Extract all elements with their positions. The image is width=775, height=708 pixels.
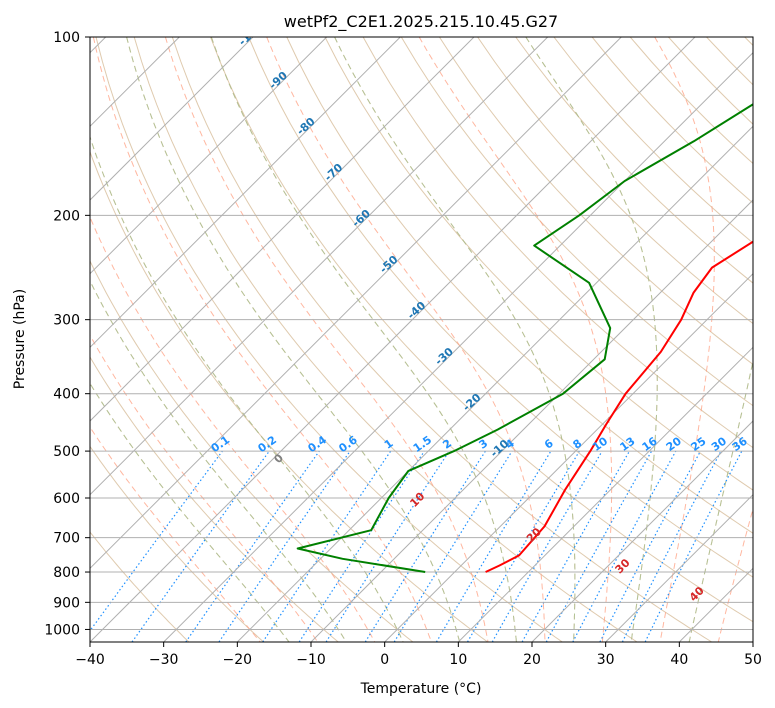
dry-adiabat-line	[362, 37, 753, 449]
isotherm-line	[90, 37, 328, 275]
moist-adiabat-line	[717, 506, 753, 642]
y-axis: 100 200 300 400 500 600 700 800 900 1000	[44, 30, 90, 638]
dewpoint-profile-line	[296, 103, 753, 573]
x-tick-label: −20	[223, 652, 253, 668]
mixing-ratio-line	[185, 450, 320, 642]
dry-adiabat-line	[324, 37, 753, 491]
dry-adiabat-line	[90, 531, 190, 642]
isotherm-line	[457, 346, 753, 642]
dry-adiabat-line	[515, 37, 753, 284]
dry-adiabat-line	[95, 37, 563, 642]
dry-adiabat-line	[90, 356, 339, 642]
x-tick-label: 40	[670, 652, 688, 668]
x-tick-label: 20	[523, 652, 541, 668]
x-axis-title: Temperature (°C)	[360, 681, 482, 697]
isotherm-line	[90, 37, 622, 570]
x-axis: −40 −30 −20 −10 0 10 20 30 40 50	[75, 642, 762, 668]
isotherm-line	[90, 37, 549, 496]
y-axis-title: Pressure (hPa)	[12, 289, 28, 389]
mixing-ratio-line	[644, 450, 743, 642]
dry-adiabat-line	[133, 37, 638, 642]
grid-lines	[90, 37, 753, 642]
moist-adiabat-line	[654, 37, 715, 642]
x-tick-label: 30	[597, 652, 615, 668]
x-tick-label: 0	[380, 652, 389, 668]
mixing-ratio-line	[298, 450, 425, 642]
wet-bulb-adiabat-line	[90, 135, 404, 642]
y-tick-label: 400	[53, 387, 80, 403]
y-tick-label: 500	[53, 444, 80, 460]
mixing-ratio-line	[131, 450, 270, 642]
wet-bulb-adiabat-line	[334, 37, 576, 642]
isotherm-line	[163, 51, 753, 642]
dry-adiabat-line	[90, 150, 488, 642]
isotherm-line	[531, 420, 753, 642]
y-tick-label: 300	[53, 313, 80, 329]
dry-adiabat-line	[400, 37, 753, 407]
wet-bulb-adiabat-line	[90, 382, 290, 642]
mixing-ratio-line	[521, 450, 631, 642]
dry-adiabat-line	[438, 37, 753, 366]
mixing-ratio-line	[545, 450, 653, 642]
moist-adiabat-line	[164, 37, 489, 642]
moist-adiabat-line	[92, 37, 432, 642]
y-tick-label: 700	[53, 531, 80, 547]
temperature-profile-line	[485, 240, 753, 573]
y-tick-label: 900	[53, 595, 80, 611]
mixing-ratio-line	[393, 450, 513, 642]
isotherm-line	[90, 37, 254, 201]
isotherm-line	[605, 493, 753, 642]
wet-bulb-adiabat-line	[210, 37, 517, 642]
y-tick-label: 1000	[44, 622, 80, 638]
chart-title: wetPf2_C2E1.2025.215.10.45.G27	[284, 12, 558, 32]
dry-adiabat-line	[90, 445, 264, 642]
dry-adiabat-line	[477, 37, 753, 325]
plot-frame	[89, 36, 754, 643]
mixing-ratio-line	[262, 450, 392, 642]
moist-adiabat-line	[266, 37, 546, 642]
plot-background	[90, 37, 753, 642]
wet-bulb-adiabat-line	[525, 37, 658, 642]
isotherm-line	[90, 37, 401, 349]
dry-adiabat-line	[248, 37, 753, 578]
dry-adiabat-line	[171, 37, 712, 642]
moist-adiabat-line	[90, 215, 376, 642]
wet-bulb-adiabat-line	[90, 279, 347, 642]
wet-bulb-adiabat-line	[688, 358, 753, 642]
isotherm-line	[384, 272, 753, 642]
x-tick-label: 10	[449, 652, 467, 668]
isotherm-line	[236, 125, 753, 642]
dry-adiabat-line	[210, 37, 753, 623]
isotherm-line	[310, 199, 753, 642]
y-tick-label: 100	[53, 30, 80, 46]
background-lines	[90, 37, 753, 642]
y-tick-label: 800	[53, 565, 80, 581]
x-tick-label: −10	[296, 652, 326, 668]
isotherm-line	[752, 641, 753, 642]
mixing-ratio-line	[572, 450, 677, 642]
y-tick-label: 200	[53, 208, 80, 224]
y-tick-label: 600	[53, 491, 80, 507]
isotherm-line	[90, 37, 475, 422]
moist-adiabat-line	[418, 37, 613, 642]
mixing-ratio-line	[218, 450, 351, 642]
isotherm-label: -100	[236, 20, 265, 48]
x-tick-label: 50	[744, 652, 762, 668]
moist-adiabat-line	[90, 426, 261, 642]
profile-lines	[296, 103, 753, 573]
isotherm-line	[90, 37, 696, 642]
moist-adiabat-line	[90, 334, 319, 642]
x-tick-label: −40	[75, 652, 105, 668]
mixing-ratio-line	[90, 450, 223, 632]
x-tick-label: −30	[149, 652, 179, 668]
wet-bulb-adiabat-line	[126, 37, 461, 642]
